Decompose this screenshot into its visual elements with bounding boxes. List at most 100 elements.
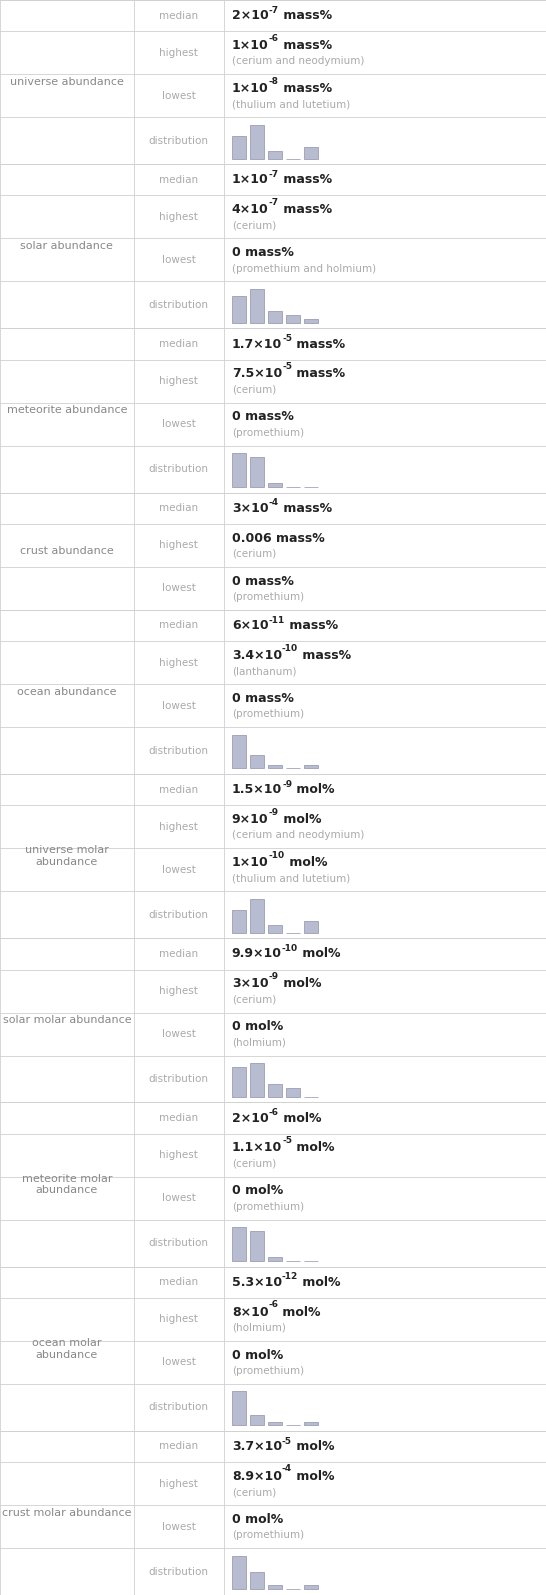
Text: mol%: mol% — [278, 978, 321, 990]
Text: mass%: mass% — [292, 367, 345, 380]
Text: lowest: lowest — [162, 584, 196, 593]
Text: 1×10: 1×10 — [232, 174, 269, 187]
Text: mol%: mol% — [278, 813, 321, 826]
Text: highest: highest — [159, 821, 198, 833]
Text: 1.7×10: 1.7×10 — [232, 338, 282, 351]
Bar — [268, 1585, 282, 1589]
Text: (promethium): (promethium) — [232, 1201, 304, 1212]
Text: (holmium): (holmium) — [232, 1322, 286, 1333]
Text: median: median — [159, 949, 198, 959]
Text: -8: -8 — [269, 77, 278, 86]
Text: distribution: distribution — [149, 300, 209, 309]
Bar — [232, 1227, 246, 1262]
Text: median: median — [159, 1278, 198, 1287]
Text: mass%: mass% — [279, 10, 332, 22]
Text: lowest: lowest — [162, 91, 196, 100]
Bar — [304, 147, 318, 158]
Text: mass%: mass% — [284, 619, 338, 632]
Text: mol%: mol% — [278, 1306, 321, 1319]
Text: -5: -5 — [282, 362, 292, 372]
Text: 0 mass%: 0 mass% — [232, 246, 294, 258]
Text: -7: -7 — [269, 171, 279, 179]
Text: 9.9×10: 9.9×10 — [232, 947, 282, 960]
Text: (cerium): (cerium) — [232, 220, 276, 231]
Bar — [268, 1421, 282, 1426]
Bar — [304, 1585, 318, 1589]
Text: 8×10: 8×10 — [232, 1306, 269, 1319]
Text: -5: -5 — [282, 1437, 292, 1445]
Text: mass%: mass% — [292, 338, 345, 351]
Text: distribution: distribution — [149, 1566, 209, 1576]
Text: 5.3×10: 5.3×10 — [232, 1276, 282, 1289]
Bar — [268, 152, 282, 158]
Bar — [304, 319, 318, 322]
Text: mol%: mol% — [278, 1112, 321, 1124]
Text: mol%: mol% — [298, 1276, 341, 1289]
Text: 7.5×10: 7.5×10 — [232, 367, 282, 380]
Text: lowest: lowest — [162, 700, 196, 711]
Text: (cerium): (cerium) — [232, 549, 276, 558]
Text: highest: highest — [159, 212, 198, 222]
Text: crust molar abundance: crust molar abundance — [2, 1507, 132, 1518]
Text: median: median — [159, 175, 198, 185]
Text: distribution: distribution — [149, 1402, 209, 1412]
Text: meteorite abundance: meteorite abundance — [7, 405, 127, 415]
Text: distribution: distribution — [149, 464, 209, 474]
Text: 0 mol%: 0 mol% — [232, 1512, 283, 1526]
Text: (cerium): (cerium) — [232, 384, 276, 394]
Bar — [268, 766, 282, 769]
Text: 1×10: 1×10 — [232, 81, 269, 96]
Text: median: median — [159, 11, 198, 21]
Text: distribution: distribution — [149, 136, 209, 145]
Text: solar molar abundance: solar molar abundance — [3, 1016, 131, 1026]
Text: (thulium and lutetium): (thulium and lutetium) — [232, 874, 350, 884]
Text: 0.006 mass%: 0.006 mass% — [232, 531, 325, 544]
Text: (cerium): (cerium) — [232, 995, 276, 1005]
Text: 1×10: 1×10 — [232, 857, 269, 869]
Text: 2×10: 2×10 — [232, 1112, 269, 1124]
Text: crust abundance: crust abundance — [20, 545, 114, 557]
Text: median: median — [159, 620, 198, 630]
Text: 0 mass%: 0 mass% — [232, 692, 294, 705]
Text: lowest: lowest — [162, 1357, 196, 1367]
Text: 3.4×10: 3.4×10 — [232, 649, 282, 662]
Text: mass%: mass% — [279, 174, 332, 187]
Text: -12: -12 — [282, 1273, 298, 1281]
Text: -5: -5 — [282, 335, 292, 343]
Text: (holmium): (holmium) — [232, 1038, 286, 1048]
Text: mass%: mass% — [279, 203, 332, 217]
Text: -10: -10 — [269, 850, 284, 860]
Text: mass%: mass% — [298, 649, 351, 662]
Text: mass%: mass% — [278, 38, 332, 53]
Text: -10: -10 — [282, 944, 298, 954]
Text: 3.7×10: 3.7×10 — [232, 1440, 282, 1453]
Text: (cerium and neodymium): (cerium and neodymium) — [232, 56, 364, 67]
Text: highest: highest — [159, 1150, 198, 1160]
Text: 0 mol%: 0 mol% — [232, 1185, 283, 1198]
Text: lowest: lowest — [162, 1193, 196, 1203]
Bar — [250, 289, 264, 322]
Bar — [268, 483, 282, 486]
Text: ocean molar abundance: ocean molar abundance — [32, 1338, 102, 1359]
Text: (promethium): (promethium) — [232, 1365, 304, 1376]
Bar — [232, 136, 246, 158]
Text: -7: -7 — [269, 198, 279, 207]
Bar — [250, 124, 264, 158]
Text: median: median — [159, 340, 198, 349]
Text: mol%: mol% — [292, 1142, 335, 1155]
Bar — [232, 297, 246, 322]
Text: 3×10: 3×10 — [232, 978, 269, 990]
Text: (promethium): (promethium) — [232, 592, 304, 601]
Text: -4: -4 — [269, 498, 278, 507]
Text: -7: -7 — [269, 6, 279, 14]
Text: lowest: lowest — [162, 1029, 196, 1038]
Bar — [304, 922, 318, 933]
Text: 0 mol%: 0 mol% — [232, 1021, 283, 1034]
Text: -9: -9 — [269, 971, 278, 981]
Text: distribution: distribution — [149, 745, 209, 756]
Text: -4: -4 — [282, 1464, 292, 1474]
Text: mass%: mass% — [278, 81, 332, 96]
Text: median: median — [159, 502, 198, 514]
Bar — [268, 1085, 282, 1097]
Text: highest: highest — [159, 657, 198, 668]
